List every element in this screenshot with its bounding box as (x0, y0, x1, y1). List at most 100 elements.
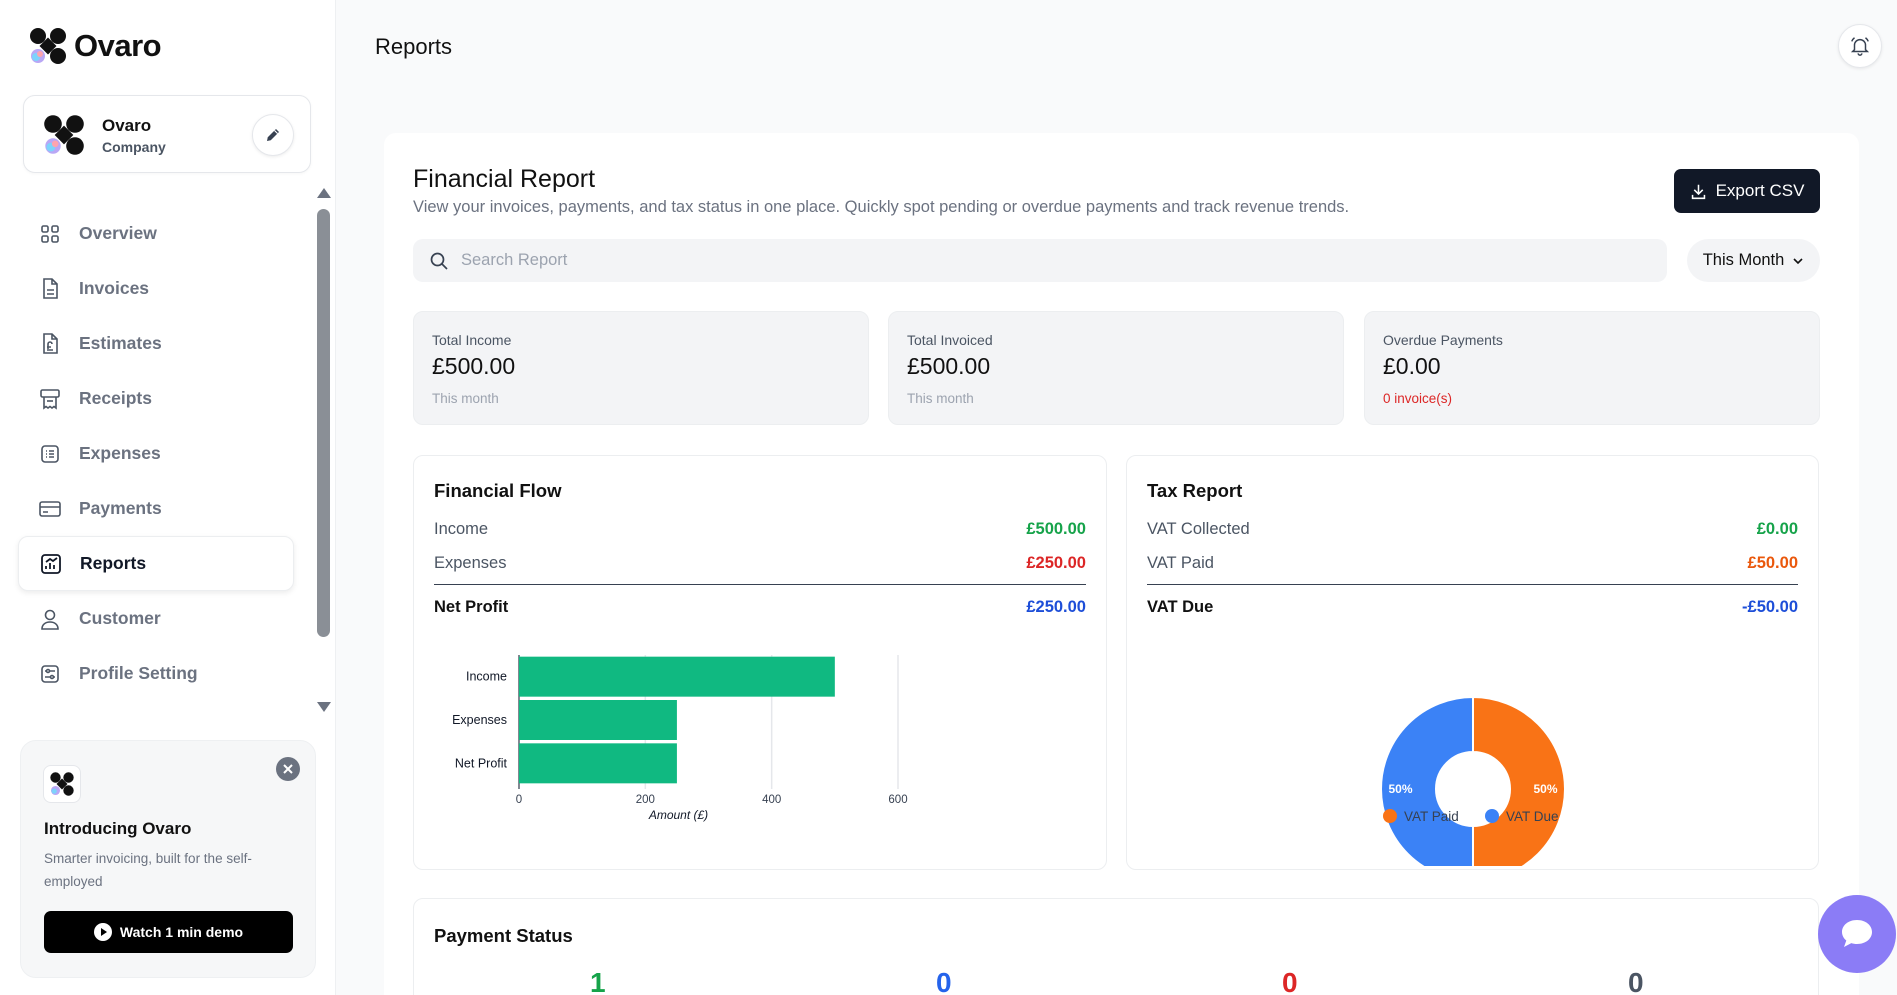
category-label: Income (466, 670, 507, 684)
stat-sub: 0 invoice(s) (1383, 391, 1453, 406)
financial-flow-panel: Financial Flow Income £500.00 Expenses £… (413, 455, 1107, 870)
stat-label: Total Invoiced (907, 332, 993, 348)
tick-label: 200 (636, 794, 655, 806)
stat-total-income: Total Income £500.00 This month (413, 311, 869, 425)
sidebar-item-label: Profile Setting (79, 663, 198, 683)
sidebar-item-label: Invoices (79, 278, 150, 298)
tick-label: 600 (888, 794, 907, 806)
notifications-button[interactable] (1838, 24, 1882, 68)
row-label: VAT Due (1147, 598, 1214, 616)
sidebar-item-overview[interactable]: Overview (18, 206, 294, 261)
pie-slice (1380, 695, 1474, 866)
tick-label: 0 (516, 794, 522, 806)
search-icon (430, 252, 448, 270)
export-csv-button[interactable]: Export CSV (1674, 169, 1820, 213)
stat-overdue-payments: Overdue Payments £0.00 0 invoice(s) (1364, 311, 1820, 425)
bar (519, 700, 677, 740)
pie-slice (1472, 695, 1566, 866)
sidebar-item-reports[interactable]: Reports (18, 536, 294, 591)
stat-sub: This month (907, 391, 974, 406)
search-bar (413, 239, 1667, 282)
receipt-icon (39, 388, 61, 410)
bar (519, 656, 835, 697)
sidebar-item-label: Customer (79, 608, 161, 628)
document-icon (39, 277, 61, 300)
category-label: Net Profit (455, 756, 508, 770)
sidebar-item-label: Reports (80, 553, 147, 573)
edit-company-button[interactable] (252, 114, 294, 156)
financial-flow-title: Financial Flow (434, 480, 562, 501)
list-icon (39, 443, 61, 465)
company-logo-icon (44, 115, 84, 155)
ovaro-logo-icon (50, 772, 74, 796)
financial-flow-bar-chart: 0 200 400 600 Income Expenses Net Profit Amount… (452, 655, 908, 822)
promo-text: Smarter invoicing, built for the self-em… (44, 851, 252, 889)
sidebar: Ovaro Ovaro Company Overview (0, 0, 336, 995)
sidebar-item-estimates[interactable]: Estimates (18, 316, 294, 371)
tax-row-vat-paid: VAT Paid £50.00 (1147, 554, 1798, 573)
tax-report-title: Tax Report (1147, 480, 1243, 501)
x-axis-label: Amount (£) (648, 808, 708, 822)
legend-swatch (1383, 809, 1397, 823)
row-label: Expenses (434, 554, 507, 572)
row-label: Net Profit (434, 598, 509, 616)
sidebar-item-label: Receipts (79, 388, 152, 408)
promo-title: Introducing Ovaro (44, 819, 192, 838)
company-name: Ovaro (102, 116, 152, 135)
row-value: £0.00 (1756, 520, 1798, 538)
legend-label: VAT Due (1506, 809, 1559, 824)
payment-status-count: 0 (1282, 967, 1298, 995)
scroll-down-arrow[interactable] (317, 702, 331, 712)
period-select[interactable]: This Month (1687, 239, 1820, 282)
row-value: -£50.00 (1742, 598, 1798, 616)
stat-sub: This month (432, 391, 499, 406)
report-description: View your invoices, payments, and tax st… (413, 198, 1350, 216)
page-title: Reports (375, 34, 453, 59)
row-label: Income (434, 520, 489, 538)
flow-row-expenses: Expenses £250.00 (434, 554, 1086, 573)
row-value: £500.00 (1026, 520, 1086, 538)
slice-percent-label: 50% (1533, 782, 1557, 796)
payment-status-title: Payment Status (434, 925, 573, 946)
tax-report-panel: Tax Report VAT Collected £0.00 VAT Paid … (1126, 455, 1819, 870)
scroll-up-arrow[interactable] (317, 188, 331, 198)
company-type: Company (102, 139, 166, 155)
payment-status-count: 0 (1628, 967, 1644, 995)
app-logo[interactable]: Ovaro (28, 26, 162, 66)
close-icon (283, 764, 293, 774)
sidebar-item-invoices[interactable]: Invoices (18, 261, 294, 316)
divider (1147, 584, 1798, 585)
slice-percent-label: 50% (1388, 782, 1412, 796)
sidebar-nav: Overview Invoices Estimates Receipts Exp… (18, 206, 294, 701)
watch-demo-label: Watch 1 min demo (119, 924, 244, 940)
bell-icon (1850, 37, 1870, 56)
ovaro-logo-icon (30, 28, 66, 64)
watch-demo-button[interactable]: Watch 1 min demo (44, 911, 293, 953)
sidebar-item-receipts[interactable]: Receipts (18, 371, 294, 426)
chat-button[interactable] (1818, 895, 1896, 973)
sidebar-item-expenses[interactable]: Expenses (18, 426, 294, 481)
user-icon (39, 608, 61, 630)
stat-value: £500.00 (432, 353, 516, 379)
company-logo (42, 113, 86, 157)
download-icon (1691, 184, 1705, 199)
chevron-down-icon (1793, 257, 1803, 264)
settings-icon (39, 663, 61, 685)
sidebar-item-customer[interactable]: Customer (18, 591, 294, 646)
stat-label: Total Income (432, 332, 512, 348)
legend-label: VAT Paid (1404, 809, 1459, 824)
sidebar-scrollbar-thumb[interactable] (317, 209, 330, 637)
payment-status-count: 0 (936, 967, 952, 995)
company-card[interactable]: Ovaro Company (23, 95, 311, 173)
sidebar-item-label: Expenses (79, 443, 161, 463)
stat-total-invoiced: Total Invoiced £500.00 This month (888, 311, 1344, 425)
payment-status-count: 1 (590, 967, 606, 995)
sidebar-item-profile-setting[interactable]: Profile Setting (18, 646, 294, 701)
sidebar-item-payments[interactable]: Payments (18, 481, 294, 536)
vat-donut-chart: 50% 50% VAT Paid VAT Due (1380, 695, 1566, 866)
search-input[interactable] (461, 251, 1641, 270)
promo-close-button[interactable] (276, 757, 300, 781)
grid-icon (39, 223, 61, 245)
promo-card: Introducing Ovaro Smarter invoicing, bui… (20, 740, 316, 978)
sidebar-item-label: Estimates (79, 333, 162, 353)
